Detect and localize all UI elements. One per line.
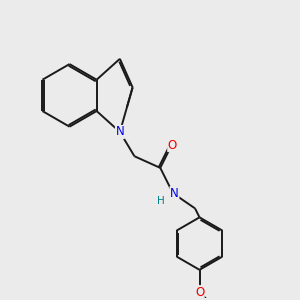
Text: N: N: [116, 125, 124, 139]
Text: O: O: [195, 286, 204, 299]
Text: O: O: [168, 139, 177, 152]
Text: N: N: [170, 187, 179, 200]
Text: H: H: [157, 196, 164, 206]
